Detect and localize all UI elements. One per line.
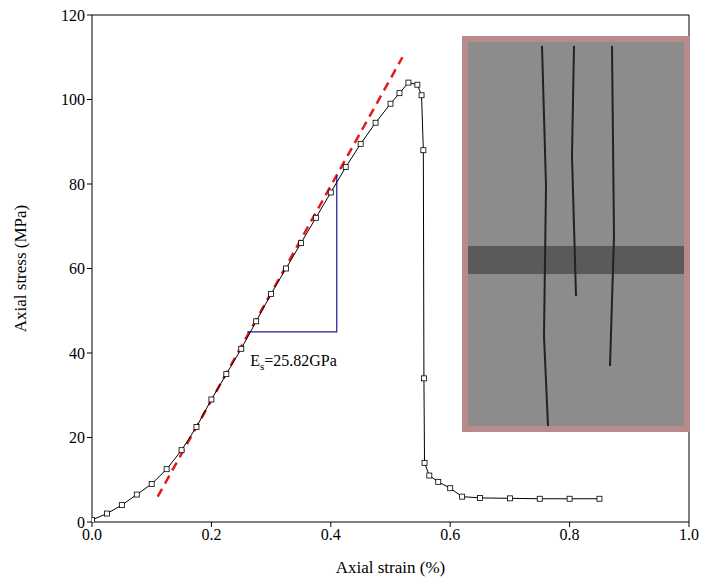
- svg-text:0: 0: [77, 514, 85, 531]
- svg-text:120: 120: [61, 7, 85, 24]
- svg-text:0.4: 0.4: [321, 526, 341, 543]
- svg-text:0.6: 0.6: [440, 526, 460, 543]
- svg-text:Axial strain (%): Axial strain (%): [336, 558, 446, 577]
- svg-text:0.2: 0.2: [201, 526, 221, 543]
- svg-text:40: 40: [69, 345, 85, 362]
- svg-text:0.8: 0.8: [560, 526, 580, 543]
- svg-text:60: 60: [69, 260, 85, 277]
- svg-text:20: 20: [69, 429, 85, 446]
- svg-text:Es=25.82GPa: Es=25.82GPa: [250, 352, 337, 372]
- svg-text:0.0: 0.0: [82, 526, 102, 543]
- svg-text:1.0: 1.0: [679, 526, 699, 543]
- svg-text:80: 80: [69, 176, 85, 193]
- svg-text:100: 100: [61, 91, 85, 108]
- svg-text:Axial stress (MPa): Axial stress (MPa): [11, 205, 30, 332]
